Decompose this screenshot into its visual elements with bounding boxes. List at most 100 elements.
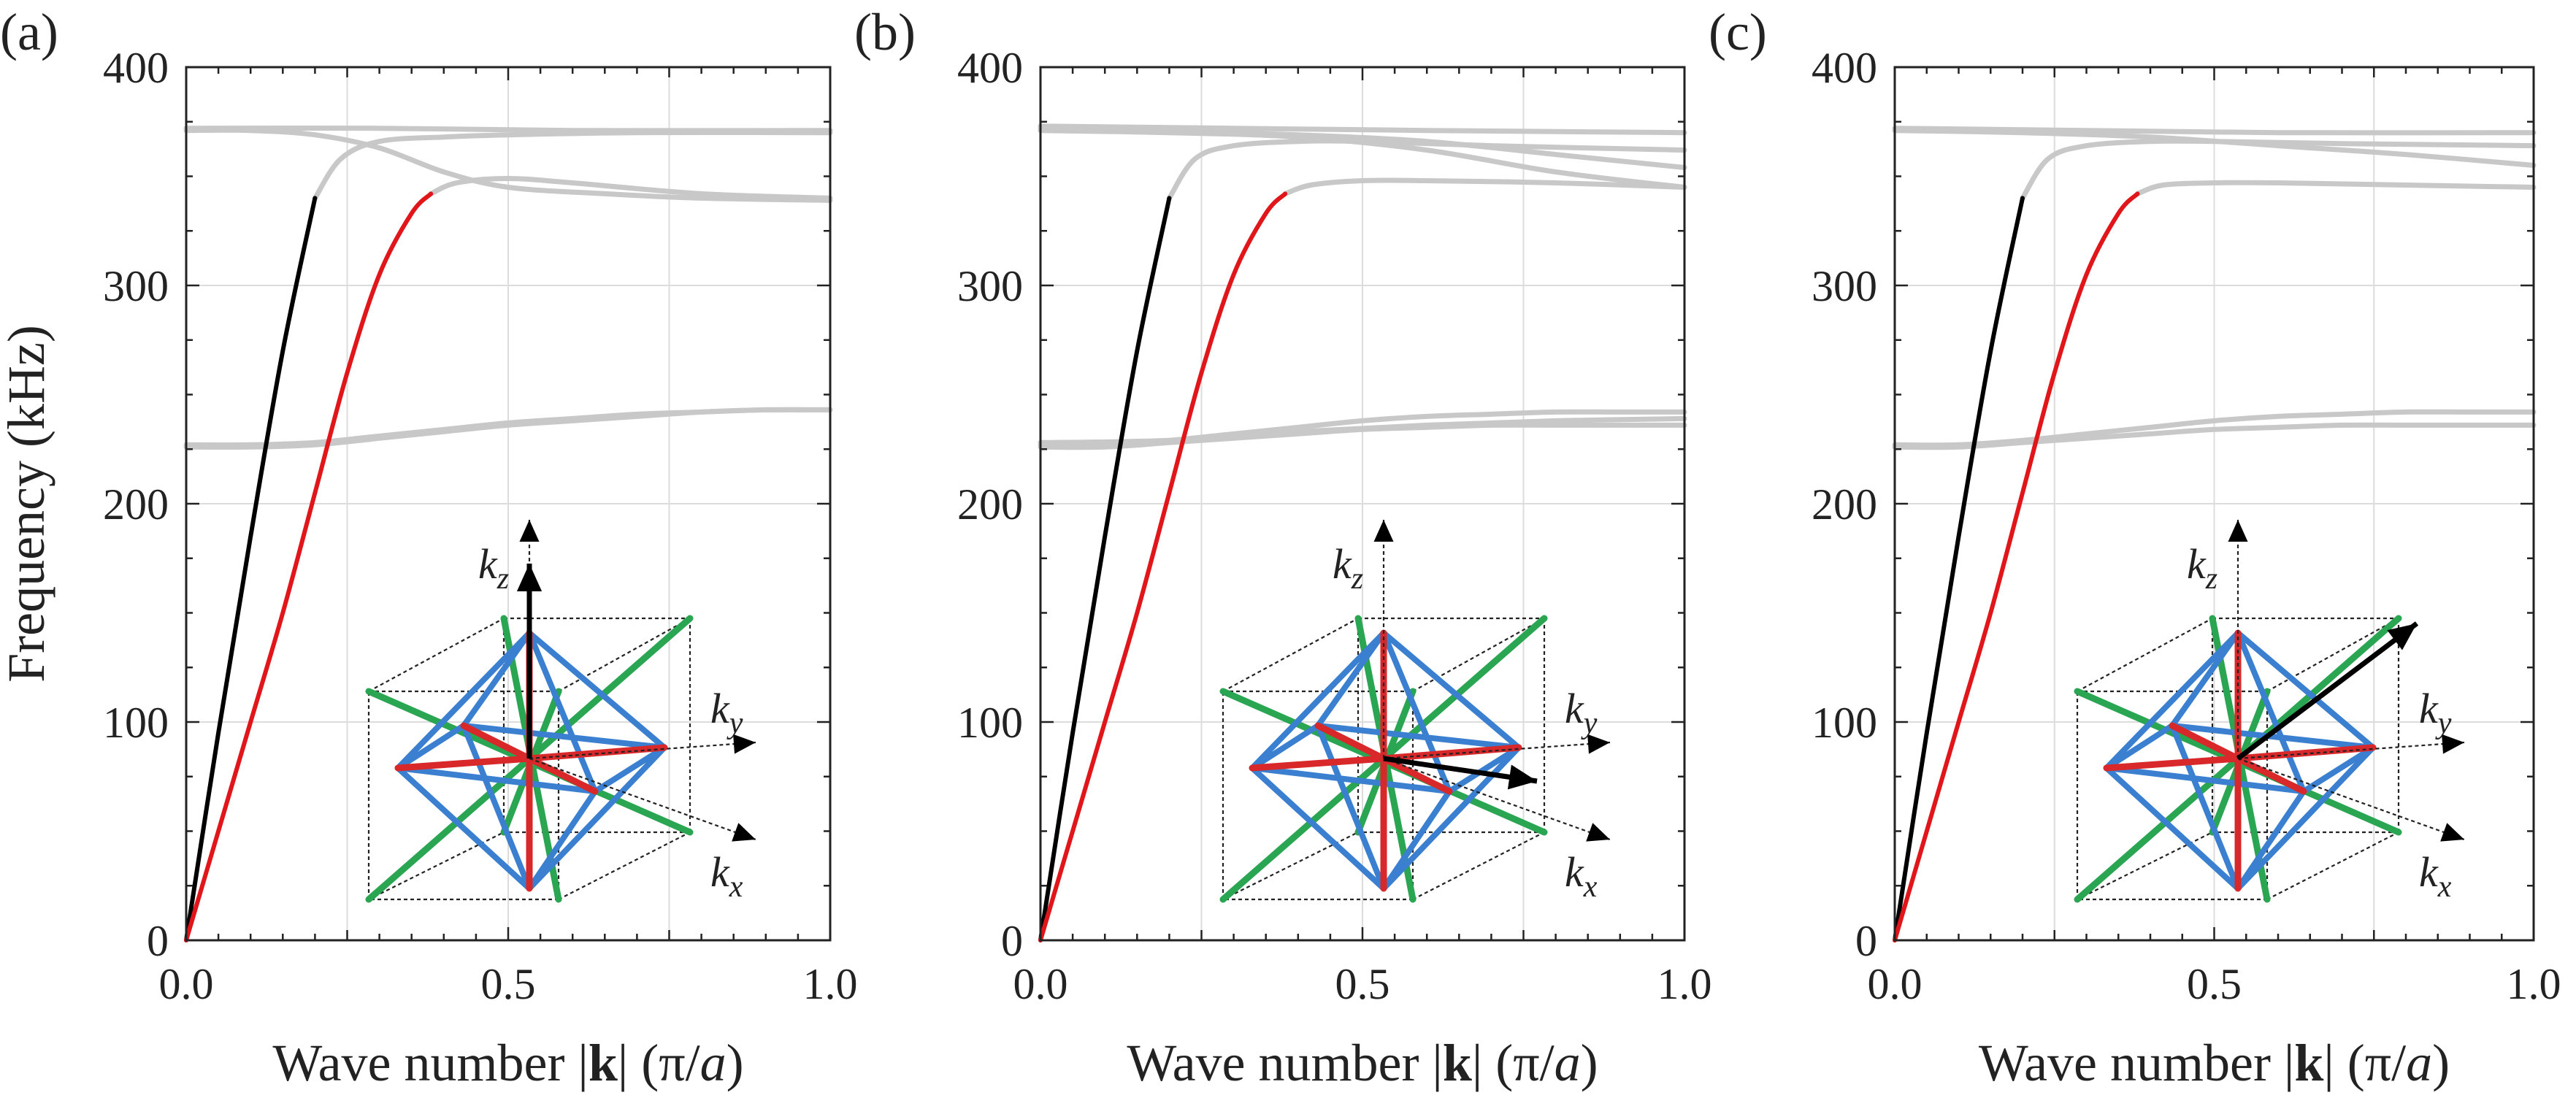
inset-ky-label: ky xyxy=(710,685,743,740)
inset-lattice-strut-blue xyxy=(461,723,532,891)
inset-lattice-strut-blue xyxy=(1249,765,1452,794)
inset-lattice-strut-blue xyxy=(395,723,467,771)
inset-lattice-strut-red xyxy=(460,722,533,762)
inset-kz-label: kz xyxy=(478,540,509,596)
series-line-gray-4 xyxy=(183,125,833,134)
series-line-transverse xyxy=(1038,191,1288,942)
series-line-gray-8 xyxy=(1038,415,1687,445)
inset-kx-axis xyxy=(529,757,756,841)
inset-lattice-strut-blue xyxy=(2104,765,2307,794)
x-axis-label-part: Wave number | xyxy=(272,1034,588,1092)
x-axis-label-part: a xyxy=(700,1034,727,1092)
wave-vector-arrow-head xyxy=(2387,623,2417,650)
x-axis-label-part: k xyxy=(589,1034,618,1092)
x-axis-label-part: a xyxy=(2406,1034,2432,1092)
x-axis-label-part: | (π/ xyxy=(2323,1034,2406,1092)
inset-ky-label: ky xyxy=(1565,685,1598,740)
inset-ky-label-sub: y xyxy=(2435,707,2452,740)
inset-kz-label-sub: z xyxy=(1351,562,1363,596)
inset-cube-edge xyxy=(2266,618,2399,692)
inset-kx-label: kx xyxy=(1565,848,1598,904)
inset-ky-label-base: k xyxy=(2419,685,2439,732)
inset-lattice-strut-blue xyxy=(2235,630,2307,794)
inset-kz-label-base: k xyxy=(1333,540,1352,588)
inset-lattice-strut-blue xyxy=(2235,745,2376,891)
inset-lattice-strut-blue xyxy=(1381,788,1452,891)
inset-ky-axis xyxy=(529,741,756,760)
inset-lattice-strut-blue xyxy=(526,788,598,891)
inset-kx-label-base: k xyxy=(1565,848,1584,896)
series-line-gray-1 xyxy=(312,129,833,201)
inset-cube-edge xyxy=(558,618,691,692)
x-axis-label: Wave number |k| (π/a) xyxy=(1127,1034,1598,1092)
inset-cube-edge xyxy=(1412,832,1545,900)
series-line-gray-2 xyxy=(1282,177,1687,196)
inset-kx-axis-head xyxy=(2440,823,2464,842)
inset-lattice-strut-blue xyxy=(2169,630,2241,729)
inset-lattice-strut-red xyxy=(2103,755,2242,772)
inset-lattice-strut-blue xyxy=(2104,765,2241,891)
series-line-gray-6 xyxy=(1892,409,2537,448)
inset-kx-label-sub: x xyxy=(729,870,743,904)
x-axis-label-part: k xyxy=(1443,1034,1472,1092)
x-tick-label: 1.0 xyxy=(803,960,858,1008)
x-tick-label: 1.0 xyxy=(2507,960,2561,1008)
inset-cube-edge xyxy=(1412,618,1545,692)
y-tick-label: 0 xyxy=(1855,917,1877,965)
x-axis-label-part: | (π/ xyxy=(618,1034,700,1092)
inset-lattice-strut-blue xyxy=(1249,723,1321,771)
inset-kz-axis-head xyxy=(1373,520,1394,542)
x-axis-label-part: ) xyxy=(1581,1034,1598,1092)
x-tick-label: 0.0 xyxy=(159,960,214,1008)
x-axis-label-part: ) xyxy=(727,1034,744,1092)
inset-kx-label-sub: x xyxy=(2437,870,2452,904)
inset-kz-axis-head xyxy=(2228,520,2248,542)
x-axis-label-part: a xyxy=(1555,1034,1581,1092)
inset-kx-axis-head xyxy=(1586,823,1610,842)
series-line-gray-2 xyxy=(2135,180,2537,196)
inset-ky-axis-head xyxy=(733,734,756,754)
inset-ky-axis xyxy=(2237,741,2465,760)
inset-lattice-strut-blue xyxy=(526,630,598,794)
y-tick-label: 100 xyxy=(103,699,169,747)
inset-lattice-strut-blue xyxy=(395,765,598,794)
y-tick-label: 0 xyxy=(1001,917,1023,965)
inset-lattice-strut-blue xyxy=(1315,723,1387,891)
inset-lattice-strut-blue xyxy=(1249,630,1387,771)
wave-vector-arrow xyxy=(2236,621,2419,761)
inset-ky-label-sub: y xyxy=(727,707,743,740)
series-line-gray-3 xyxy=(1892,128,2537,168)
inset-lattice-strut-blue xyxy=(2104,723,2175,771)
inset-lattice-strut-blue xyxy=(2169,723,2376,750)
y-tick-label: 200 xyxy=(103,480,169,529)
inset-cube-edge xyxy=(2266,832,2399,900)
panel-label: (a) xyxy=(0,3,58,61)
y-tick-label: 200 xyxy=(957,480,1023,529)
inset-kx-label: kx xyxy=(2419,848,2452,904)
x-axis-label-part: | (π/ xyxy=(1472,1034,1555,1092)
inset-kz-label-base: k xyxy=(478,540,498,588)
inset-ky-label: ky xyxy=(2419,685,2452,740)
x-tick-label: 0.5 xyxy=(1335,960,1390,1008)
inset-lattice-strut-red xyxy=(394,755,533,772)
inset-kz-label: kz xyxy=(1333,540,1363,596)
inset-lattice-strut-blue xyxy=(1446,745,1522,794)
y-axis-label: Frequency (kHz) xyxy=(0,325,55,683)
inset-kx-label-sub: x xyxy=(1583,870,1598,904)
inset-kx-axis-head xyxy=(732,823,756,842)
x-axis-label-part: Wave number | xyxy=(1127,1034,1442,1092)
series-line-gray-4 xyxy=(1038,126,1687,170)
series-line-longitudinal xyxy=(184,196,318,942)
inset-lattice-strut-blue xyxy=(592,745,667,794)
y-tick-label: 0 xyxy=(147,917,169,965)
series-line-gray-2 xyxy=(428,176,833,201)
y-tick-label: 300 xyxy=(1812,262,1877,310)
inset-kz-label-sub: z xyxy=(2205,562,2217,596)
inset-kx-axis xyxy=(2237,757,2465,841)
inset-lattice-strut-blue xyxy=(2235,788,2307,891)
inset-cube-edge xyxy=(368,618,505,692)
inset-kz-axis-head xyxy=(519,520,540,542)
series-line-gray-1 xyxy=(2020,138,2537,201)
